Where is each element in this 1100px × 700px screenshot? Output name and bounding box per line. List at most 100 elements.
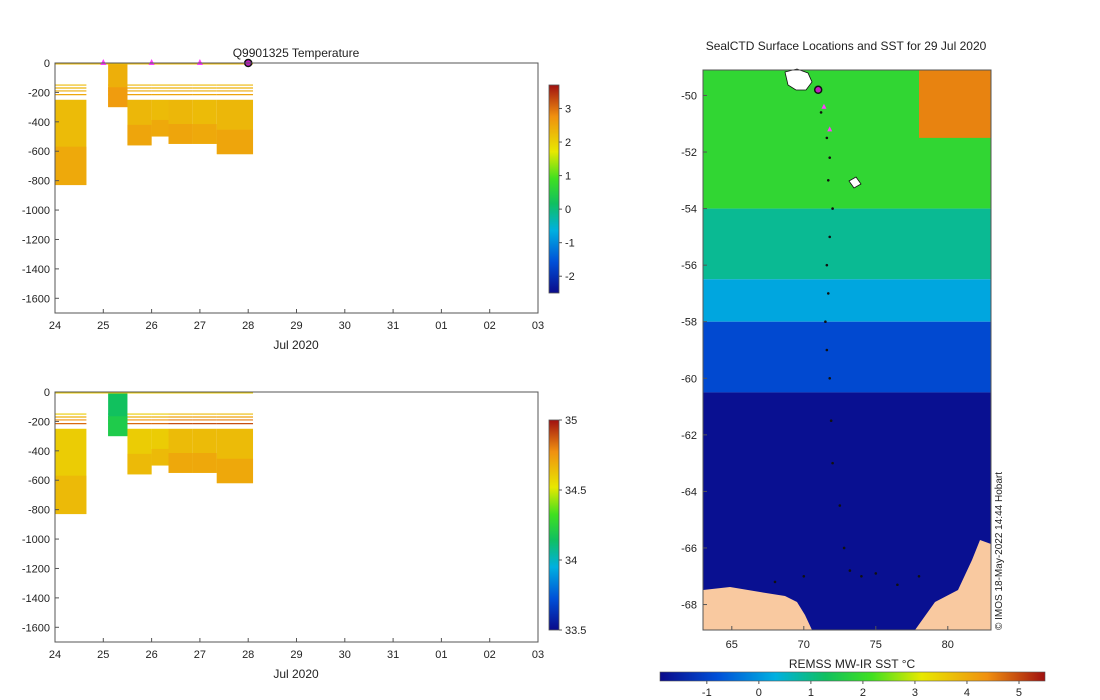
salinity-profiles [55,391,254,515]
track-point [848,569,852,572]
sst-colorbar [659,671,1046,682]
x-tick-label: 29 [290,649,302,661]
sst-colorbar-ticks: -1 0 1 2 3 4 5 [702,681,1022,699]
track-point [802,574,806,578]
heard-island [848,176,862,189]
track-point [773,580,777,584]
salinity-y-ticks: 0 -200 -400 -600 -800 -1000 -1200 -1400 -1600 [22,387,59,634]
salinity-x-label: Jul 2020 [273,667,319,681]
track-point [829,419,833,423]
map-x-ticks: 65 70 75 80 [726,626,954,651]
y-tick-label: -1400 [22,264,50,276]
track-point [828,376,832,380]
colorbar-tick-label: 35 [565,415,577,427]
profile-block-deep [151,448,169,466]
y-tick-label: -1200 [22,234,50,246]
x-tick-label: 03 [532,320,544,332]
x-tick-label: 30 [339,649,351,661]
x-tick-label: 25 [97,649,109,661]
x-tick-label: 02 [484,320,496,332]
track-point [826,292,830,295]
track-point [842,546,846,550]
colorbar-tick-label: -1 [565,238,575,250]
colorbar-tick-label: 3 [565,103,571,115]
map-x-tick-label: 65 [726,639,738,651]
y-tick-label: -400 [28,117,50,129]
track-point [860,574,863,578]
x-tick-label: 25 [97,320,109,332]
salinity-colorbar [548,419,560,631]
x-tick-label: 01 [435,320,447,332]
temperature-panel: Q9901325 Temperature 24 25 26 27 28 29 30 31 01 0… [22,46,575,352]
profile-block-deep [168,453,193,473]
colorbar-tick-label: -2 [565,271,575,283]
sst-colorbar-tick-label: -1 [702,687,712,699]
sst-band [703,321,991,393]
seal-track [773,111,921,587]
profile-block-deep [216,458,254,484]
y-tick-label: -1400 [22,593,50,605]
y-tick-label: -600 [28,475,50,487]
x-tick-label: 26 [145,320,157,332]
y-tick-label: -400 [28,446,50,458]
y-tick-label: 0 [44,387,50,399]
y-tick-label: -200 [28,416,50,428]
track-point [824,320,827,324]
x-tick-label: 27 [194,649,206,661]
map-y-tick-label: -62 [681,430,697,442]
salinity-colorbar-ticks: 35 34.5 34 33.5 [559,415,586,637]
map-x-tick-label: 75 [870,639,882,651]
x-tick-label: 27 [194,320,206,332]
colorbar-tick-label: 1 [565,171,571,183]
map-x-tick-label: 70 [798,639,810,651]
x-tick-label: 01 [435,649,447,661]
current-location-marker [813,85,823,95]
y-tick-label: 0 [44,58,50,70]
y-tick-label: -1600 [22,622,50,634]
profile-block-deep [192,124,217,144]
sst-field [703,70,991,630]
map-y-tick-label: -68 [681,600,697,612]
temperature-title: Q9901325 Temperature [233,46,360,60]
profile-block-deep [108,87,128,108]
track-point [825,136,829,140]
x-tick-label: 02 [484,649,496,661]
map-watermark: © IMOS 18-May-2022 14:44 Hobart [994,472,1005,630]
map-y-ticks: -50 -52 -54 -56 -58 -60 -62 -64 -66 -68 [681,90,707,612]
colorbar-tick-label: 0 [565,204,571,216]
colorbar-tick-label: 34 [565,555,577,567]
track-point [831,461,834,465]
colorbar-tick-label: 34.5 [565,485,586,497]
colorbar-tick-label: 2 [565,137,571,149]
track-point [917,574,921,578]
track-point [825,263,829,267]
recent-location-marker [827,126,833,132]
temperature-x-label: Jul 2020 [273,338,319,352]
sst-colorbar-tick-label: 5 [1016,687,1022,699]
y-tick-label: -800 [28,505,50,517]
profile-block-deep [108,416,128,437]
x-tick-label: 31 [387,649,399,661]
temperature-y-ticks: 0 -200 -400 -600 -800 -1000 -1200 -1400 -1600 [22,58,59,305]
seal-recent-locations [813,85,833,132]
antarctic-land-east [915,540,991,630]
x-tick-label: 26 [145,649,157,661]
profile-time-marker [100,59,107,65]
profile-block-deep [216,129,254,155]
x-tick-label: 24 [49,320,61,332]
map-x-tick-label: 80 [942,639,954,651]
y-tick-label: -1600 [22,293,50,305]
sst-band [703,392,991,630]
profile-block-deep [127,453,152,475]
sst-band [703,279,991,322]
sst-warm-patch [919,70,991,138]
sst-band [703,208,991,280]
salinity-x-ticks: 24 25 26 27 28 29 30 31 01 02 03 [49,638,544,661]
track-point [826,179,830,182]
profile-block-deep [55,146,87,186]
temperature-colorbar-ticks: 3 2 1 0 -1 -2 [559,103,575,283]
temperature-x-ticks: 24 25 26 27 28 29 30 31 01 02 03 [49,309,544,332]
map-y-tick-label: -52 [681,147,697,159]
profile-block-deep [151,119,169,137]
